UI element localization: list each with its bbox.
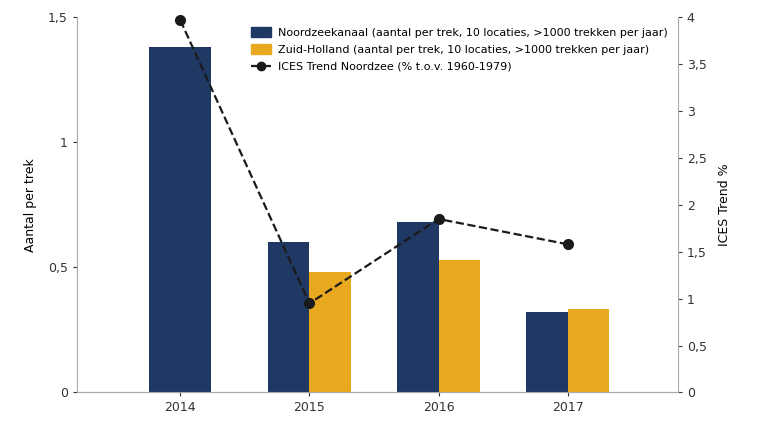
Bar xyxy=(439,260,480,392)
Bar xyxy=(268,242,310,392)
Y-axis label: ICES Trend %: ICES Trend % xyxy=(718,164,731,246)
Legend: Noordzeekanaal (aantal per trek, 10 locaties, >1000 trekken per jaar), Zuid-Holl: Noordzeekanaal (aantal per trek, 10 loca… xyxy=(246,23,672,76)
Bar xyxy=(397,222,439,392)
Bar xyxy=(567,309,609,392)
Bar xyxy=(310,272,351,392)
Bar xyxy=(527,313,567,392)
Y-axis label: Aantal per trek: Aantal per trek xyxy=(24,158,37,252)
Bar xyxy=(149,48,211,392)
